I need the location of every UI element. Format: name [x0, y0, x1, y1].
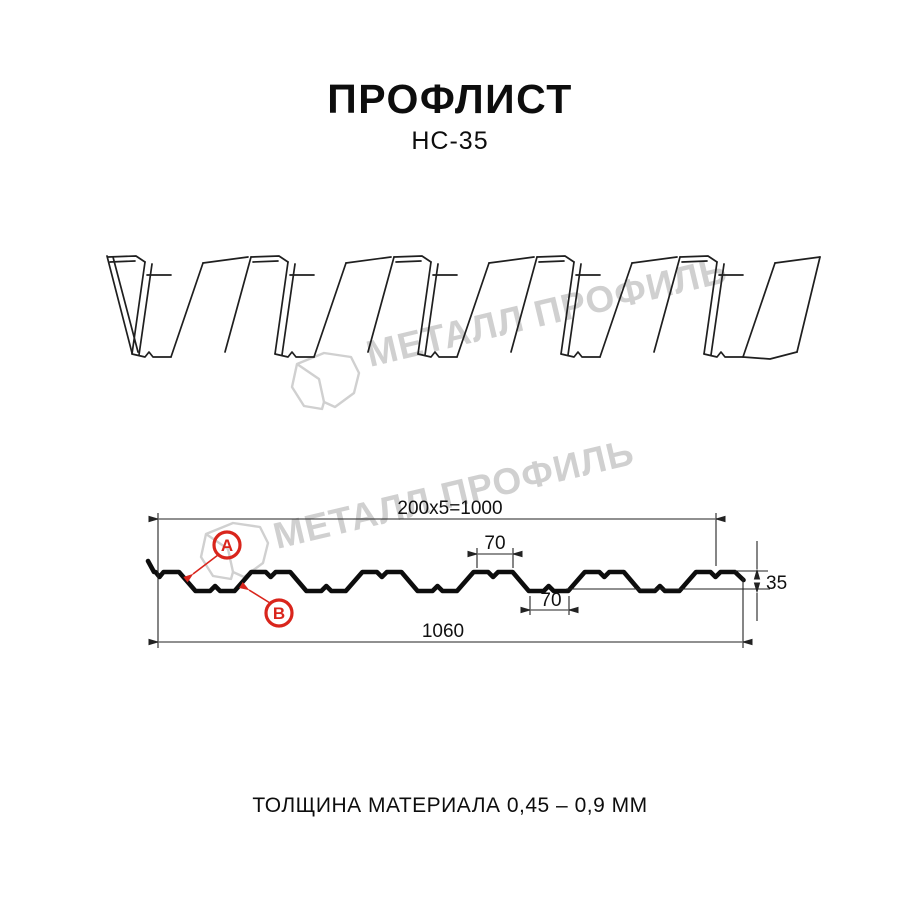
material-thickness-note: ТОЛЩИНА МАТЕРИАЛА 0,45 – 0,9 ММ [252, 794, 648, 817]
profile-outline [145, 558, 746, 594]
callout-b-circle [264, 598, 294, 628]
callout-a-label: A [221, 536, 233, 555]
callout-a-arrow [183, 554, 219, 583]
dim-label-1000: 200x5=1000 [397, 498, 502, 519]
profile-3d-view [106, 255, 821, 360]
profile-model-code: НС-35 [411, 127, 489, 155]
crest-left-slope [224, 256, 252, 353]
sheet-right-edge [796, 256, 821, 353]
callout-b-label: B [273, 604, 285, 623]
watermark-brand-text: МЕТАЛЛ ПРОФИЛЬ [269, 431, 638, 557]
profile-cross-section [145, 558, 746, 594]
callout-b: B [239, 582, 294, 628]
dim-label-35: 35 [766, 573, 787, 594]
page-title: ПРОФЛИСТ [327, 76, 573, 122]
watermark-upper: МЕТАЛЛ ПРОФИЛЬ [290, 249, 731, 411]
dim-label-1060: 1060 [422, 621, 464, 642]
dim-label-70-top: 70 [484, 533, 505, 554]
watermark-brand-text: МЕТАЛЛ ПРОФИЛЬ [362, 249, 731, 375]
crest-left-slope [510, 256, 538, 353]
sheet-left-edge-inner [112, 256, 139, 353]
callout-a: A [183, 530, 242, 583]
crest-left-slope [653, 256, 681, 353]
crest-left-slope [367, 256, 395, 353]
callout-a-circle [212, 530, 242, 560]
dimensions [148, 513, 770, 648]
dim-label-70-bottom: 70 [540, 590, 561, 611]
sheet-left-edge [106, 255, 133, 354]
sheet-right-bottom-edge [742, 351, 798, 360]
callout-b-arrow [239, 582, 271, 604]
